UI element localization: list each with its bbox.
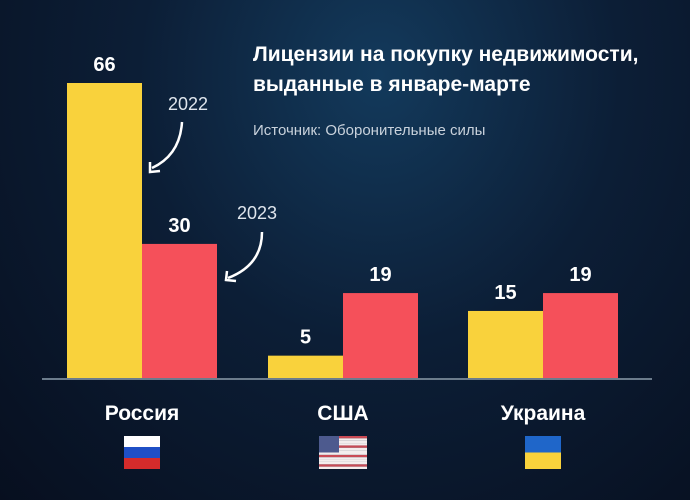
usa-flag [319,436,339,453]
annotation-2022: 2022 [168,94,208,114]
usa-flag [319,447,367,451]
annotation-2023: 2023 [237,203,277,223]
usa-flag [319,452,367,455]
category-label: Россия [105,402,180,425]
data-label: 15 [494,282,516,304]
usa-flag [319,466,367,469]
usa-flag [319,454,367,458]
usa-flag [319,464,367,467]
usa-flag [319,461,367,465]
data-label: 19 [369,264,391,286]
usa-flag [319,445,367,448]
bar-2023-1 [343,293,418,378]
data-label: 5 [300,327,311,349]
data-label: 19 [569,264,591,286]
arrow-2022-icon [148,162,161,174]
chart-source: Источник: Оборонительные силы [253,122,486,139]
chart-title: Лицензии на покупку недвижимости, выданн… [253,40,683,100]
usa-flag [319,443,367,446]
data-label: 30 [168,215,190,237]
ukraine-flag [525,452,561,469]
usa-flag [319,457,367,460]
usa-flag [319,436,367,439]
bar-2022-1 [268,355,343,378]
data-label: 66 [93,54,115,76]
usa-flag [319,450,367,453]
russia-flag [124,447,160,458]
ukraine-flag [525,436,561,453]
russia-flag [124,458,160,469]
category-label: США [317,402,368,425]
bar-2022-2 [468,310,543,378]
usa-flag [319,459,367,462]
usa-flag [319,440,367,444]
arrow-2022-icon [151,121,184,170]
arrow-2023-icon [224,270,237,283]
arrow-2023-icon [227,231,264,280]
category-label: Украина [501,402,586,425]
bar-2022-0 [67,83,142,378]
bar-2023-2 [543,293,618,378]
chart-title-line-2: выданные в январе-марте [253,73,531,96]
bar-2023-0 [142,243,217,378]
russia-flag [124,436,160,447]
chart-title-line-1: Лицензии на покупку недвижимости, [253,43,639,66]
usa-flag [319,438,367,441]
